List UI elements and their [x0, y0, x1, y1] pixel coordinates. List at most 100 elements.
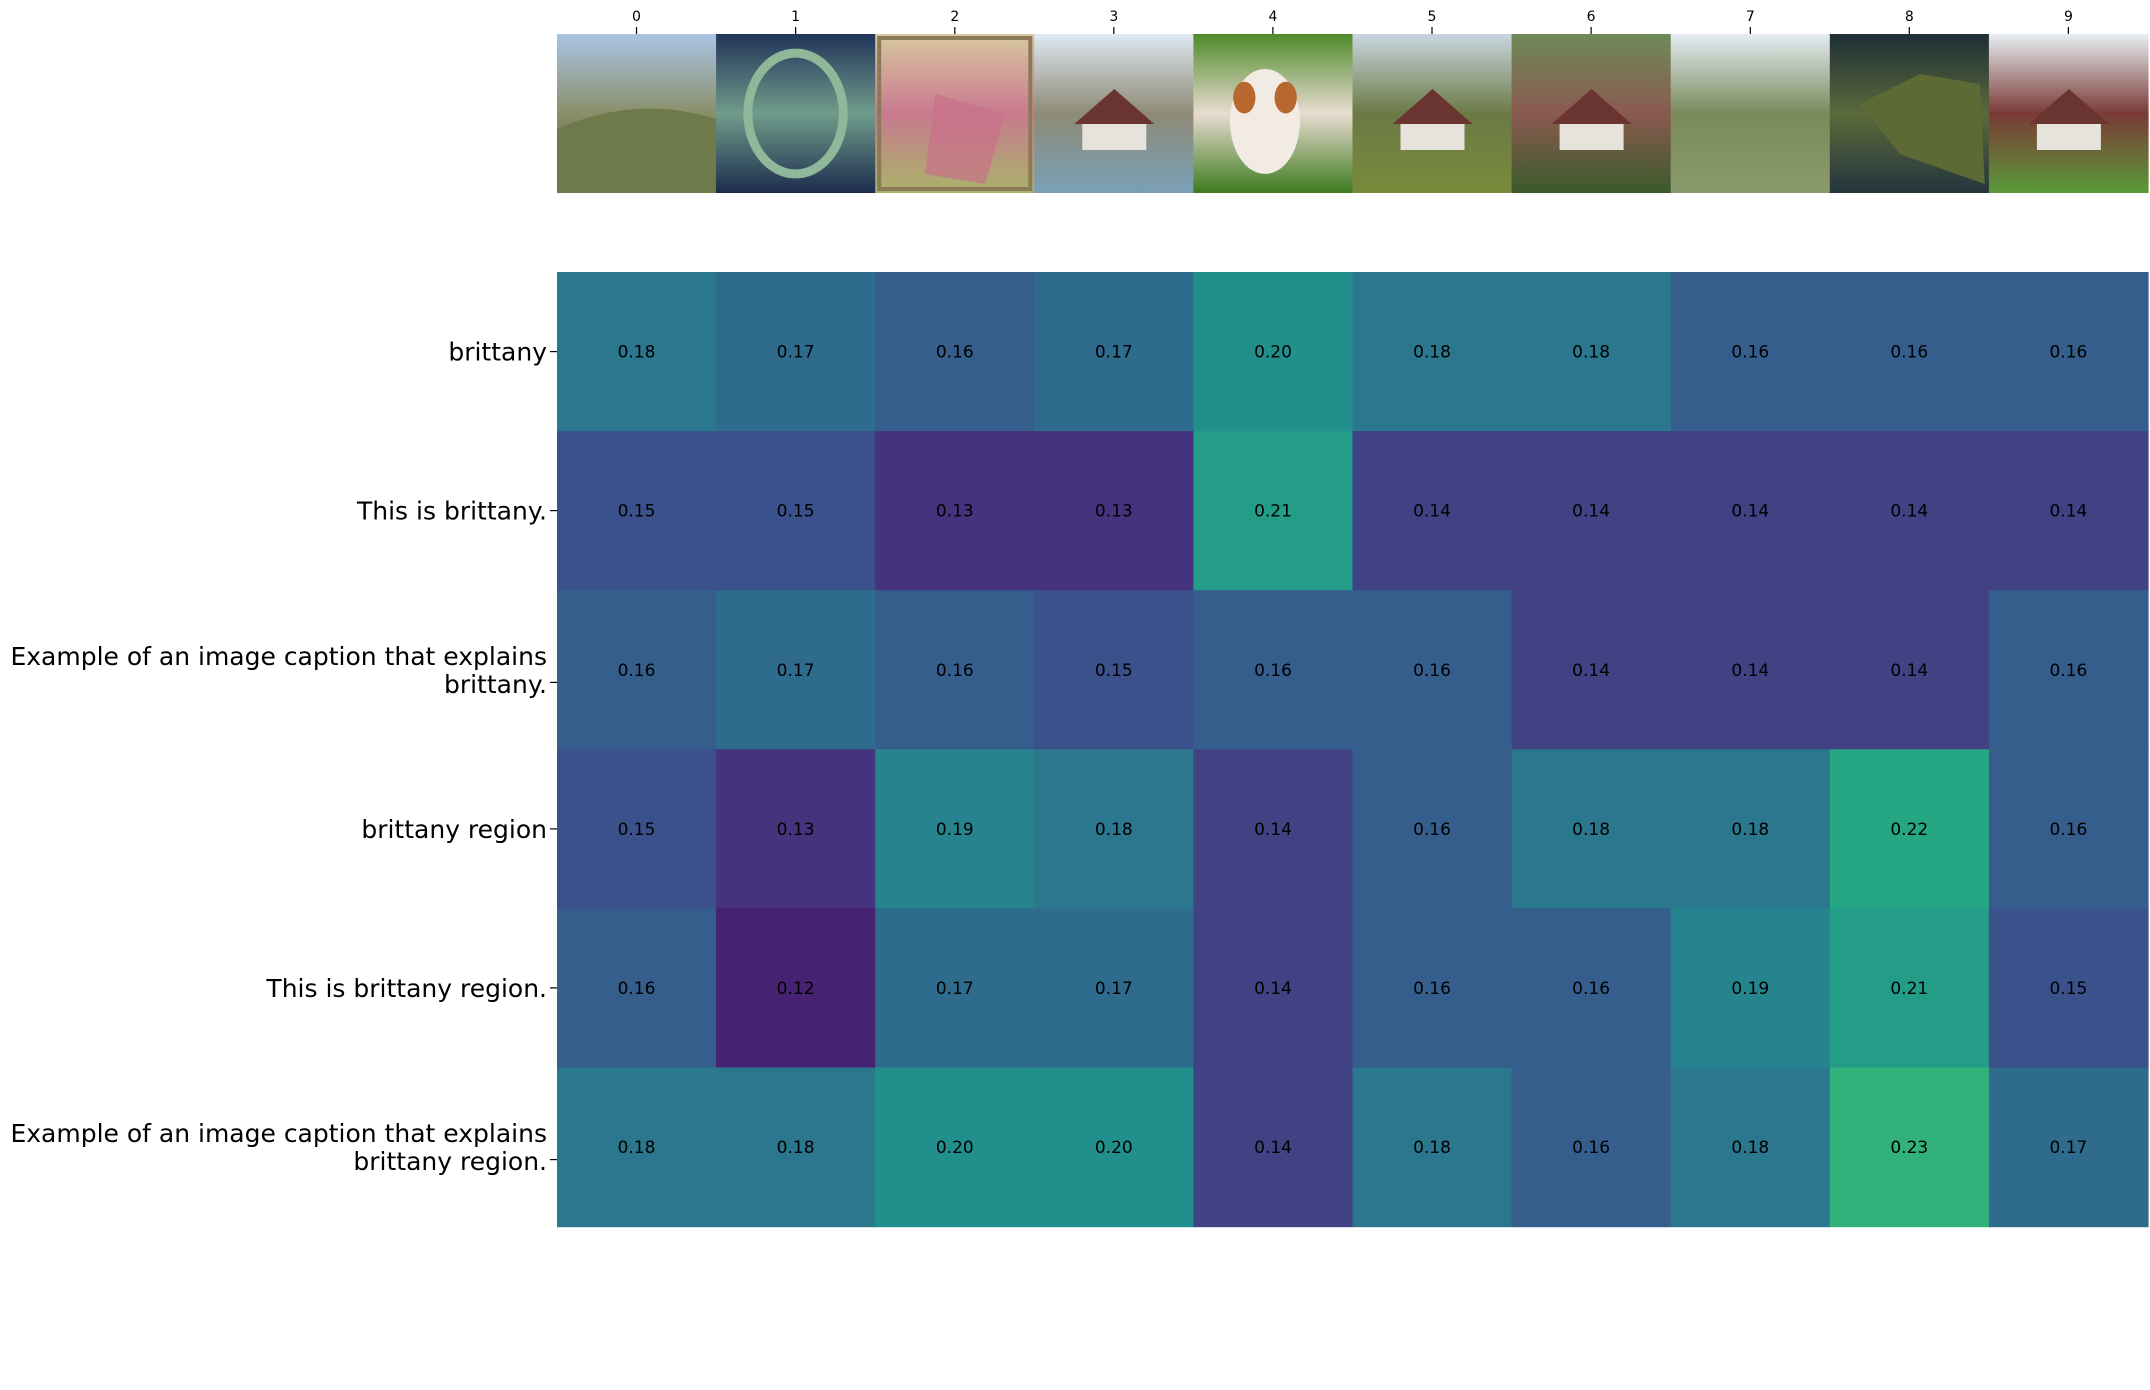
heatmap-cell [1034, 1067, 1194, 1228]
cell-value-label: 0.17 [936, 979, 974, 999]
cell-value-label: 0.17 [2049, 1138, 2087, 1158]
cell-value-label: 0.20 [1254, 343, 1292, 363]
column-tick-label: 8 [1905, 9, 1914, 25]
column-thumbnail-village-meadow [1352, 34, 1513, 193]
column-tick-label: 4 [1268, 9, 1277, 25]
cell-value-label: 0.16 [618, 661, 656, 681]
cell-value-label: 0.17 [777, 343, 815, 363]
cell-value-label: 0.18 [1731, 820, 1769, 840]
cell-value-label: 0.19 [936, 820, 974, 840]
cell-value-label: 0.15 [2049, 979, 2087, 999]
cell-value-label: 0.14 [1254, 979, 1292, 999]
heatmap-cell [875, 1067, 1035, 1228]
heatmap-cell [1511, 749, 1672, 909]
cell-value-label: 0.16 [2049, 661, 2087, 681]
heatmap-cell [875, 272, 1035, 432]
column-tick-labels: 0 1 2 3 4 5 6 7 8 9 [632, 9, 2073, 34]
cell-value-label: 0.15 [1095, 661, 1133, 681]
row-label: This is brittany region. [265, 974, 547, 1003]
heatmap-cell [557, 749, 717, 909]
heatmap-cell [557, 1067, 717, 1228]
column-tick-label: 3 [1109, 9, 1118, 25]
column-tick-label: 2 [950, 9, 959, 25]
column-tick-label: 9 [2064, 9, 2073, 25]
heatmap-cell [1988, 908, 2149, 1069]
heatmap-cell [1670, 749, 1831, 909]
cell-value-label: 0.14 [1254, 1138, 1292, 1158]
cell-value-label: 0.18 [618, 1138, 656, 1158]
heatmap-cell [1829, 431, 1990, 591]
heatmap-cell [1988, 272, 2149, 432]
cell-value-label: 0.18 [1413, 343, 1451, 363]
row-label: This is brittany. [356, 497, 547, 526]
cell-value-label: 0.13 [1095, 502, 1133, 522]
cell-value-label: 0.19 [1731, 979, 1769, 999]
column-tick-label: 1 [791, 9, 800, 25]
heatmap-cell [1511, 590, 1672, 750]
cell-value-label: 0.14 [1254, 820, 1292, 840]
heatmap-cell [875, 749, 1035, 909]
cell-value-label: 0.13 [777, 820, 815, 840]
heatmap-cell [1352, 272, 1513, 432]
heatmap-cell [1352, 590, 1513, 750]
heatmap-cell [557, 590, 717, 750]
heatmap-cell [1193, 590, 1354, 750]
heatmap-cell [557, 908, 717, 1069]
heatmap-cell [1193, 1067, 1354, 1228]
cell-value-label: 0.18 [618, 343, 656, 363]
heatmap-cell [1511, 431, 1672, 591]
row-label: brittany region [361, 815, 547, 844]
cell-value-label: 0.15 [618, 820, 656, 840]
heatmap-cell [1193, 431, 1354, 591]
cell-value-label: 0.18 [1413, 1138, 1451, 1158]
cell-value-label: 0.17 [777, 661, 815, 681]
heatmap-cell [1193, 272, 1354, 432]
heatmap-cell [1670, 272, 1831, 432]
column-thumbnail-houses-lawn [1988, 34, 2149, 193]
column-tick-label: 7 [1746, 9, 1755, 25]
cell-value-label: 0.14 [1731, 661, 1769, 681]
cell-value-label: 0.16 [1731, 343, 1769, 363]
heatmap-cell [1988, 590, 2149, 750]
heatmap-cell [557, 431, 717, 591]
heatmap-cell [1829, 749, 1990, 909]
heatmap-cell [716, 908, 876, 1069]
heatmap-cell [1670, 1067, 1831, 1228]
cell-value-label: 0.18 [1572, 820, 1610, 840]
heatmap-cell [1352, 908, 1513, 1069]
cell-value-label: 0.14 [1890, 502, 1928, 522]
cell-value-label: 0.16 [936, 343, 974, 363]
heatmap-cells: 0.18 0.17 0.16 0.17 0.20 0.18 0.18 0.16 0.16 0.16… [557, 272, 2149, 1228]
cell-value-label: 0.23 [1890, 1138, 1928, 1158]
cell-value-label: 0.14 [1731, 502, 1769, 522]
cell-value-label: 0.16 [1254, 661, 1292, 681]
heatmap-cell [557, 272, 717, 432]
heatmap-cell [716, 431, 876, 591]
heatmap-cell [1352, 431, 1513, 591]
heatmap-cell [1352, 1067, 1513, 1228]
cell-value-label: 0.14 [1572, 502, 1610, 522]
heatmap-cell [1511, 272, 1672, 432]
cell-value-label: 0.16 [2049, 820, 2087, 840]
row-label: Example of an image caption that explain… [10, 642, 547, 699]
heatmap-cell [1034, 590, 1194, 750]
cell-value-label: 0.13 [936, 502, 974, 522]
cell-value-label: 0.14 [1572, 661, 1610, 681]
heatmap-cell [716, 749, 876, 909]
cell-value-label: 0.16 [1413, 820, 1451, 840]
column-thumbnails [557, 34, 2149, 193]
cell-value-label: 0.18 [1731, 1138, 1769, 1158]
column-thumbnail-old-map [875, 34, 1035, 193]
column-thumbnail-atoll-satellite [716, 34, 876, 193]
column-tick-label: 6 [1587, 9, 1596, 25]
cell-value-label: 0.16 [1890, 343, 1928, 363]
heatmap-cell [1193, 908, 1354, 1069]
column-thumbnail-grassland-trees [1670, 34, 1831, 193]
column-thumbnail-river-village [1034, 34, 1194, 193]
heatmap-cell [875, 431, 1035, 591]
heatmap-cell [1034, 749, 1194, 909]
heatmap-cell [875, 908, 1035, 1069]
cell-value-label: 0.18 [777, 1138, 815, 1158]
